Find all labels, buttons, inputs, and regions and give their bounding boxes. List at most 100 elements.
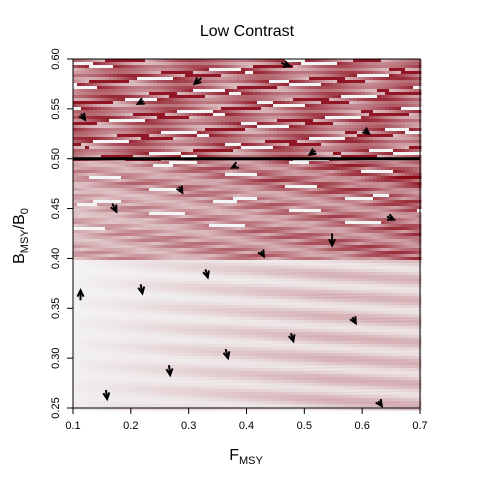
heatmap-cell [101, 101, 106, 105]
heatmap-cell [349, 218, 354, 222]
heatmap-cell [133, 197, 138, 201]
heatmap-cell [353, 77, 358, 81]
heatmap-cell [85, 140, 90, 144]
heatmap-cell [197, 62, 202, 66]
heatmap-cell [289, 173, 294, 177]
heatmap-cell [85, 71, 90, 75]
heatmap-cell [381, 161, 386, 165]
heatmap-cell [361, 197, 366, 201]
heatmap-cell [89, 176, 94, 180]
heatmap-cell [89, 203, 94, 207]
heatmap-cell [393, 125, 398, 129]
heatmap-cell [337, 125, 342, 129]
heatmap-cell [145, 95, 150, 99]
heatmap-cell [209, 161, 214, 165]
heatmap-cell [357, 182, 362, 186]
heatmap-cell [393, 74, 398, 78]
heatmap-cell [349, 143, 354, 147]
heatmap-cell [373, 107, 378, 111]
heatmap-cell [157, 122, 162, 126]
heatmap-cell [189, 98, 194, 102]
heatmap-cell [165, 197, 170, 201]
heatmap-cell [217, 134, 222, 138]
heatmap-cell [121, 110, 126, 114]
heatmap-cell [117, 86, 122, 90]
heatmap-cell [341, 167, 346, 171]
heatmap-cell [417, 194, 422, 198]
heatmap-cell [85, 92, 90, 96]
heatmap-cell [325, 119, 330, 123]
heatmap-cell [417, 170, 422, 174]
heatmap-cell [221, 146, 226, 150]
heatmap-cell [145, 125, 150, 129]
heatmap-cell [133, 140, 138, 144]
heatmap-cell [277, 197, 282, 201]
heatmap-cell [221, 218, 226, 222]
heatmap-cell [405, 65, 410, 69]
heatmap-cell [289, 83, 294, 87]
heatmap-cell [241, 221, 246, 225]
heatmap-cell [89, 179, 94, 183]
heatmap-cell [301, 200, 306, 204]
heatmap-cell [177, 176, 182, 180]
heatmap-cell [93, 170, 98, 174]
heatmap-cell [281, 101, 286, 105]
heatmap-cell [261, 179, 266, 183]
heatmap-cell [141, 176, 146, 180]
heatmap-cell [241, 77, 246, 81]
heatmap-cell [181, 176, 186, 180]
heatmap-cell [293, 197, 298, 201]
heatmap-cell [117, 221, 122, 225]
heatmap-cell [113, 188, 118, 192]
heatmap-cell [125, 218, 130, 222]
heatmap-cell [105, 134, 110, 138]
heatmap-cell [269, 161, 274, 165]
heatmap-cell [277, 86, 282, 90]
heatmap-cell [401, 155, 406, 159]
heatmap-cell [141, 227, 146, 231]
heatmap-cell [361, 146, 366, 150]
heatmap-cell [141, 137, 146, 141]
heatmap-cell [209, 137, 214, 141]
heatmap-cell [221, 227, 226, 231]
heatmap-cell [341, 137, 346, 141]
heatmap-cell [269, 197, 274, 201]
heatmap-cell [77, 209, 82, 213]
heatmap-cell [297, 218, 302, 222]
heatmap-cell [133, 143, 138, 147]
heatmap-cell [213, 224, 218, 228]
heatmap-cell [285, 194, 290, 198]
heatmap-cell [273, 119, 278, 123]
heatmap-cell [361, 203, 366, 207]
heatmap-cell [221, 122, 226, 126]
heatmap-cell [149, 194, 154, 198]
heatmap-cell [293, 155, 298, 159]
heatmap-cell [189, 152, 194, 156]
heatmap-cell [413, 113, 418, 117]
heatmap-cell [249, 68, 254, 72]
heatmap-cell [77, 212, 82, 216]
heatmap-cell [121, 191, 126, 195]
heatmap-cell [109, 149, 114, 153]
heatmap-cell [377, 194, 382, 198]
heatmap-cell [261, 89, 266, 93]
heatmap-cell [229, 59, 234, 63]
heatmap-cell [169, 62, 174, 66]
heatmap-cell [349, 179, 354, 183]
heatmap-cell [113, 77, 118, 81]
heatmap-cell [165, 68, 170, 72]
heatmap-cell [89, 143, 94, 147]
heatmap-cell [197, 122, 202, 126]
heatmap-cell [221, 143, 226, 147]
heatmap-cell [125, 212, 130, 216]
heatmap-cell [133, 206, 138, 210]
heatmap-cell [269, 191, 274, 195]
heatmap-cell [385, 107, 390, 111]
heatmap-cell [85, 134, 90, 138]
heatmap-cell [181, 185, 186, 189]
heatmap-cell [301, 191, 306, 195]
heatmap-cell [209, 101, 214, 105]
heatmap-cell [317, 167, 322, 171]
heatmap-cell [409, 170, 414, 174]
heatmap-cell [361, 86, 366, 90]
